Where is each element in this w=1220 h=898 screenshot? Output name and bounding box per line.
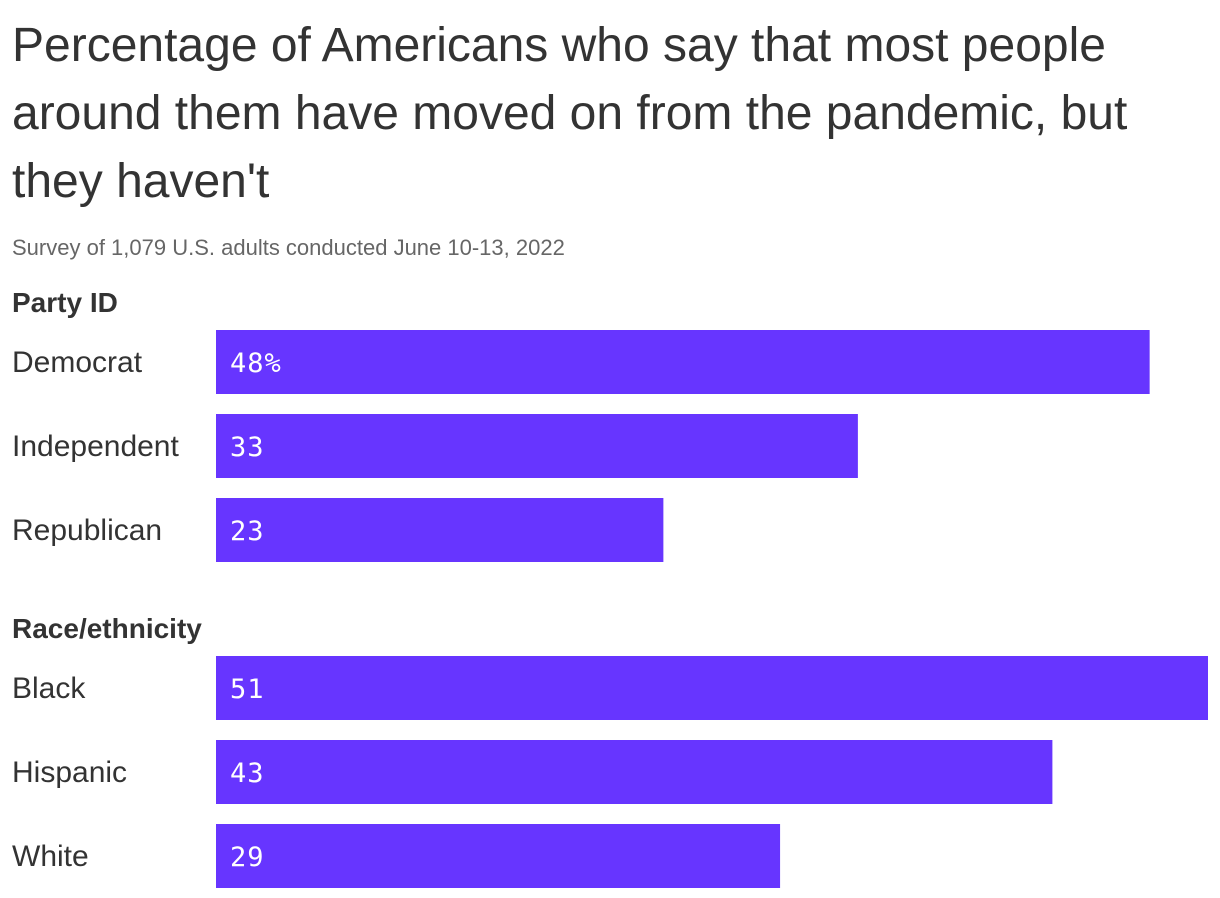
bar-value-label: 33 — [230, 432, 265, 463]
group-heading: Party ID — [12, 287, 118, 318]
category-label: Black — [12, 672, 86, 705]
category-label: White — [12, 840, 89, 873]
category-label: Hispanic — [12, 756, 127, 789]
bar-value-label: 43 — [230, 758, 265, 789]
chart-subtitle: Survey of 1,079 U.S. adults conducted Ju… — [12, 235, 565, 260]
bar — [216, 330, 1150, 394]
bar — [216, 414, 858, 478]
bar-value-label: 48% — [230, 348, 282, 379]
category-label: Democrat — [12, 346, 143, 379]
bar-value-label: 23 — [230, 516, 265, 547]
group-heading: Race/ethnicity — [12, 613, 202, 644]
bar-value-label: 29 — [230, 842, 265, 873]
bar — [216, 824, 781, 888]
chart-title: Percentage of Americans who say that mos… — [12, 19, 1128, 208]
bar — [216, 656, 1208, 720]
bar-value-label: 51 — [230, 674, 265, 705]
bar — [216, 498, 664, 562]
category-label: Independent — [12, 430, 179, 463]
bar — [216, 740, 1053, 804]
category-label: Republican — [12, 514, 162, 547]
